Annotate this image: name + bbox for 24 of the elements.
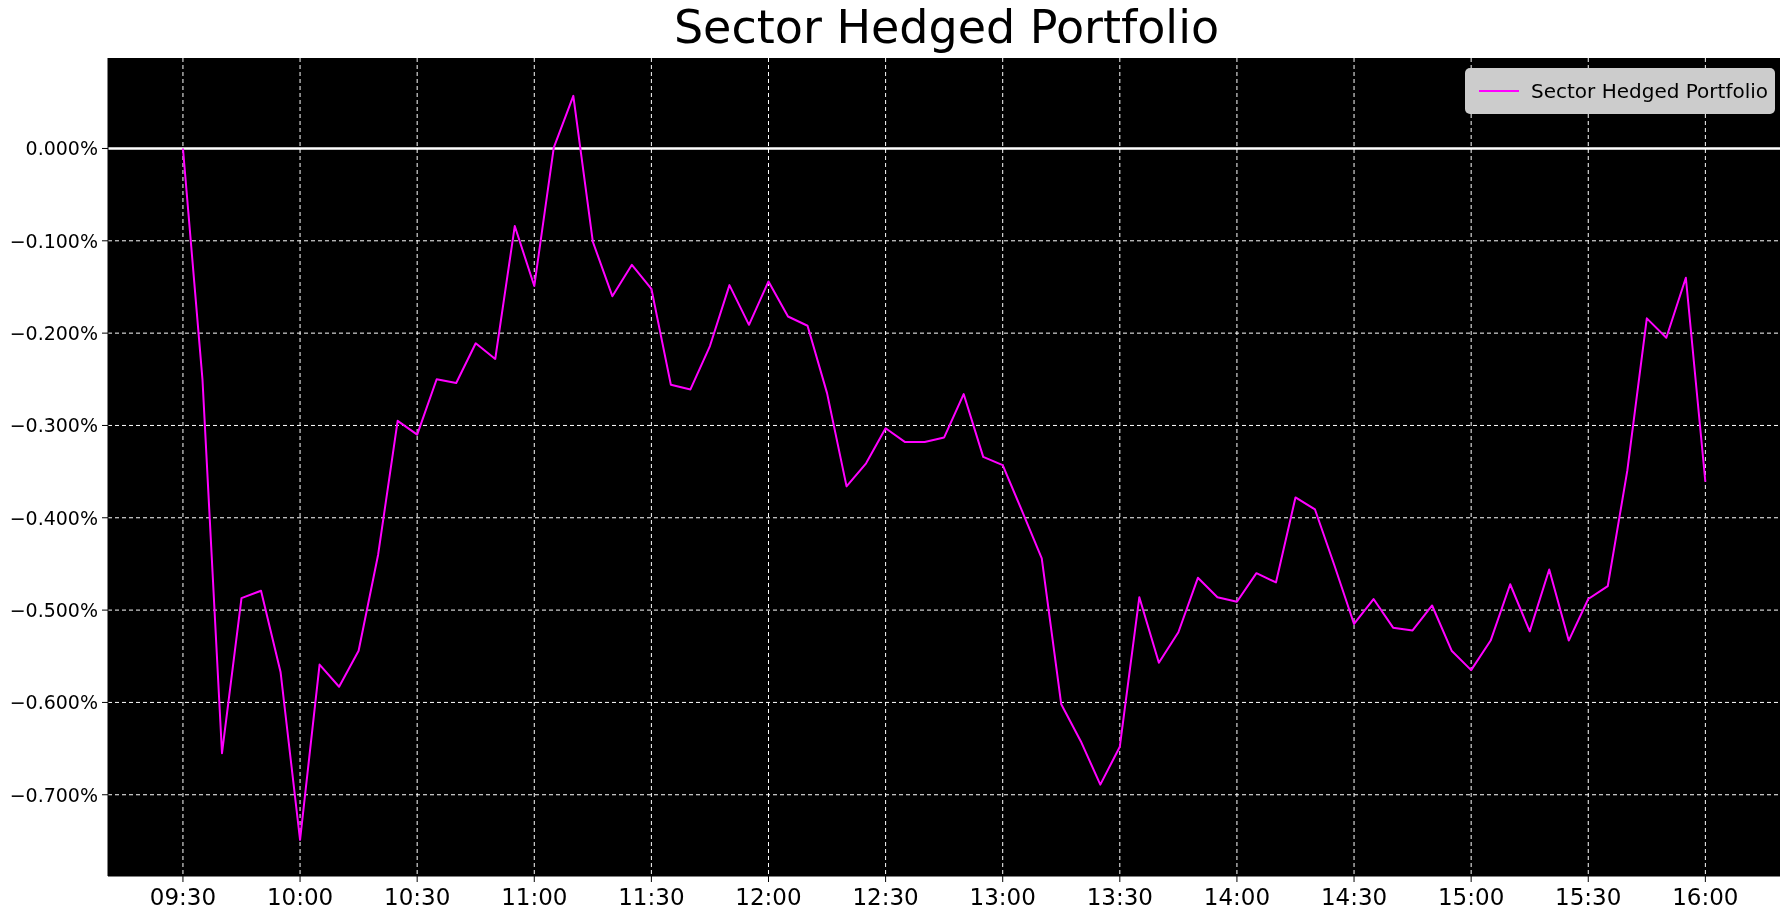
x-tick-label: 12:00 [735,884,802,910]
y-tick-label: −0.700% [9,783,98,806]
legend-label: Sector Hedged Portfolio [1531,79,1769,103]
x-tick-label: 11:00 [501,884,568,910]
y-tick-label: 0.000% [25,137,98,160]
x-tick-label: 15:00 [1438,884,1505,910]
x-tick-label: 15:30 [1555,884,1622,910]
x-tick-label: 09:30 [149,884,217,910]
y-tick-label: −0.500% [9,599,98,622]
x-tick-label: 16:00 [1672,884,1739,910]
chart-title: Sector Hedged Portfolio [673,0,1220,54]
y-tick-label: −0.200% [9,322,98,345]
y-tick-label: −0.100% [9,229,98,252]
y-tick-label: −0.300% [9,414,98,437]
x-tick-label: 10:30 [384,884,451,910]
y-tick-label: −0.600% [9,691,98,714]
x-tick-label: 14:00 [1203,884,1271,910]
x-tick-label: 10:00 [266,884,334,910]
y-tick-label: −0.400% [9,506,98,529]
x-tick-label: 11:30 [618,884,685,910]
x-tick-label: 13:30 [1086,884,1153,910]
x-tick-label: 12:30 [852,884,919,910]
x-tick-label: 13:00 [969,884,1036,910]
x-tick-label: 14:30 [1320,884,1388,910]
